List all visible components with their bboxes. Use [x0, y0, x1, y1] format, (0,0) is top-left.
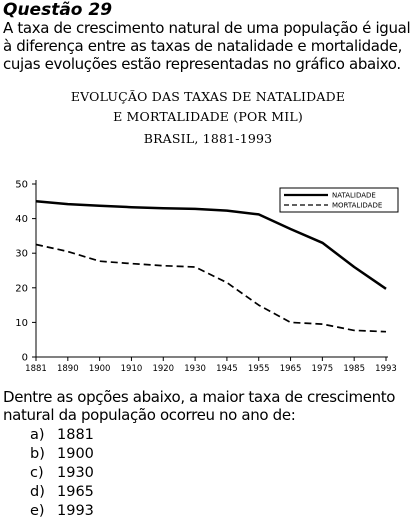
x-tick-label: 1910	[121, 364, 143, 374]
x-tick-label: 1993	[375, 364, 397, 374]
chart-title-line: E MORTALIDADE (POR MIL)	[113, 109, 303, 124]
chart-subtitle: BRASIL, 1881-1993	[143, 131, 273, 146]
prompt-line: natural da população ocorreu no ano de:	[3, 406, 296, 424]
option-text: 1881	[57, 427, 94, 443]
option-d[interactable]: d) 1965	[30, 483, 94, 502]
option-letter: b)	[30, 446, 45, 462]
x-tick-label: 1890	[57, 364, 79, 374]
x-tick-label: 1900	[89, 364, 111, 374]
option-text: 1930	[57, 465, 94, 481]
series-line-mortalidade	[35, 243, 387, 333]
option-letter: c)	[30, 465, 44, 481]
question-title: Questão 29	[3, 0, 113, 20]
x-tick-label: 1930	[184, 364, 206, 374]
answer-options: a) 1881 b) 1900 c) 1930 d) 1965 e) 1993	[30, 426, 94, 521]
x-tick-label: 1945	[216, 364, 238, 374]
option-e[interactable]: e) 1993	[30, 502, 94, 521]
y-tick-label: 40	[15, 214, 28, 225]
x-tick-label: 1955	[248, 364, 270, 374]
option-letter: a)	[30, 427, 45, 443]
option-b[interactable]: b) 1900	[30, 445, 94, 464]
x-tick-label: 1881	[25, 364, 47, 374]
y-tick-label: 0	[22, 353, 28, 364]
y-tick-label: 50	[15, 180, 28, 191]
option-a[interactable]: a) 1881	[30, 426, 94, 445]
prompt-line: Dentre as opções abaixo, a maior taxa de…	[3, 388, 396, 406]
x-tick-label: 1975	[312, 364, 334, 374]
option-text: 1900	[57, 446, 94, 462]
y-tick-label: 10	[15, 318, 28, 329]
legend-box	[279, 187, 399, 213]
option-letter: d)	[30, 484, 45, 500]
option-c[interactable]: c) 1930	[30, 464, 94, 483]
y-tick-label: 20	[15, 283, 28, 294]
chart-title-line: EVOLUÇÃO DAS TAXAS DE NATALIDADE	[70, 89, 346, 104]
option-text: 1965	[57, 484, 94, 500]
stem-line: A taxa de crescimento natural de uma pop…	[3, 19, 411, 37]
line-chart: 0 10 20 30 40 50 1881 1890 1900 1910 1920 1930 1945 1…	[15, 180, 399, 374]
series-line-natalidade	[35, 200, 387, 290]
legend-label-natalidade: NATALIDADE	[332, 192, 376, 200]
x-tick-label: 1920	[152, 364, 174, 374]
stem-line: à diferença entre as taxas de natalidade…	[3, 37, 403, 55]
option-text: 1993	[57, 503, 94, 519]
legend-label-mortalidade: MORTALIDADE	[332, 202, 382, 210]
option-letter: e)	[30, 503, 45, 519]
question-prompt: Dentre as opções abaixo, a maior taxa de…	[3, 388, 415, 424]
question-stem: A taxa de crescimento natural de uma pop…	[3, 19, 415, 73]
x-tick-label: 1985	[343, 364, 365, 374]
stem-line: cujas evoluções estão representadas no g…	[3, 55, 401, 73]
x-tick-label: 1965	[280, 364, 302, 374]
y-tick-label: 30	[15, 249, 28, 260]
